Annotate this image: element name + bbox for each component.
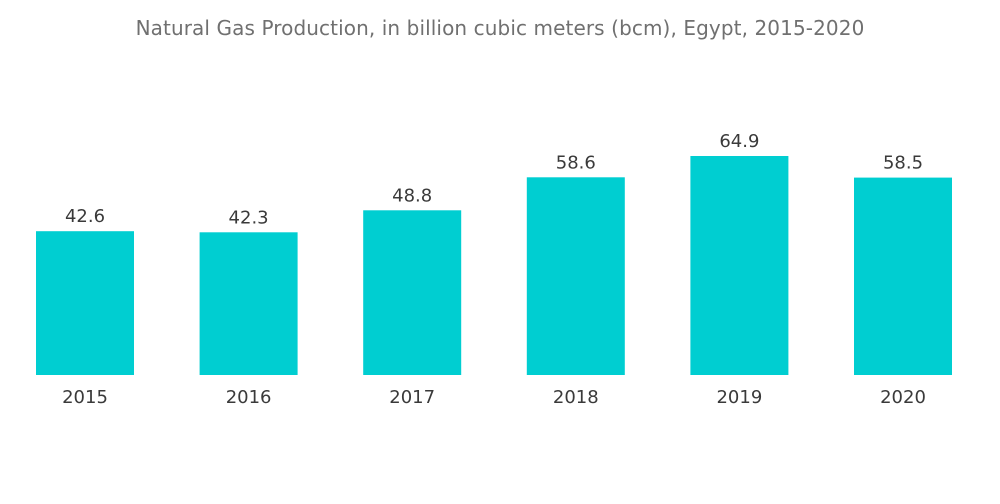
value-label-2015: 42.6 [65, 206, 105, 227]
bar-2018 [526, 177, 625, 375]
bar-2015 [36, 231, 134, 375]
x-tick-label-2020: 2020 [880, 387, 926, 408]
bar-2019 [690, 156, 789, 375]
value-label-2020: 58.5 [883, 153, 923, 174]
value-label-2019: 64.9 [719, 131, 759, 152]
x-tick-label-2017: 2017 [389, 387, 435, 408]
value-label-2018: 58.6 [556, 152, 596, 173]
value-label-2016: 42.3 [229, 207, 269, 228]
bar-2020 [854, 177, 952, 375]
x-tick-label-2019: 2019 [716, 387, 762, 408]
value-label-2017: 48.8 [392, 185, 432, 206]
x-tick-label-2018: 2018 [553, 387, 599, 408]
bar-2016 [199, 232, 298, 375]
x-tick-label-2016: 2016 [226, 387, 272, 408]
bar-2017 [363, 210, 462, 375]
x-tick-label-2015: 2015 [62, 387, 108, 408]
chart-title: Natural Gas Production, in billion cubic… [135, 16, 865, 40]
